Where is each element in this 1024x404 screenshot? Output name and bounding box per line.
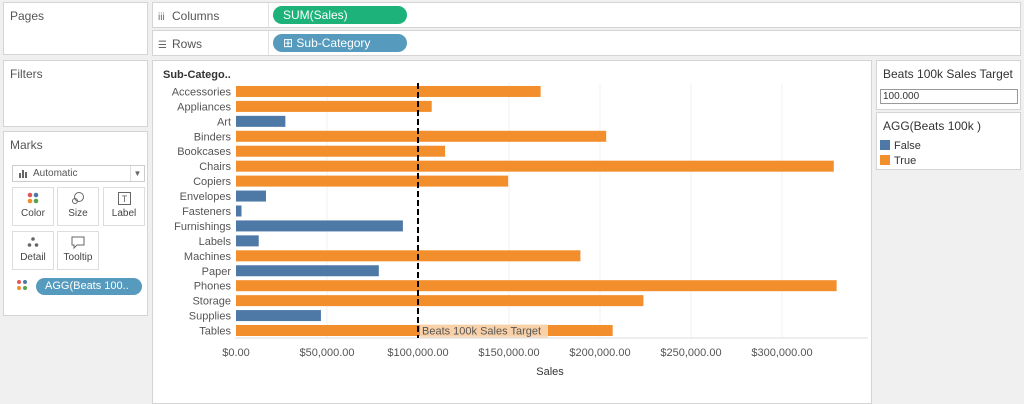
detail-button-label: Detail: [20, 252, 46, 263]
columns-label: Columns: [172, 9, 220, 23]
bar: [236, 190, 266, 202]
bar: [236, 280, 837, 292]
category-label: Tables: [199, 326, 231, 338]
bar-chart-icon: [19, 169, 29, 181]
legend-swatch-false: [880, 140, 890, 150]
pages-title: Pages: [10, 9, 45, 23]
parameter-value-input[interactable]: [880, 89, 1018, 104]
expand-plus-icon: ⊞: [283, 36, 297, 50]
color-dots-icon: [17, 280, 29, 292]
reference-line-label: Beats 100k Sales Target: [422, 326, 541, 338]
legend-swatch-true: [880, 155, 890, 165]
bar: [236, 130, 607, 142]
bar: [236, 265, 379, 277]
mark-type-value: Automatic: [33, 168, 78, 179]
detail-icon: [13, 232, 53, 252]
x-tick-label: $200,000.00: [569, 347, 630, 359]
bar: [236, 160, 834, 172]
legend-item-false[interactable]: False: [880, 140, 921, 152]
row-header-label: Sub-Catego..: [163, 69, 231, 81]
detail-button[interactable]: Detail: [12, 231, 54, 270]
x-tick-label: $150,000.00: [478, 347, 539, 359]
color-button[interactable]: Color: [12, 187, 54, 226]
color-dots-icon: [13, 188, 53, 208]
filters-card[interactable]: Filters: [3, 60, 148, 127]
category-label: Bookcases: [177, 146, 231, 158]
category-label: Chairs: [199, 161, 231, 173]
label-button[interactable]: T Label: [103, 187, 145, 226]
bar: [236, 310, 321, 322]
filters-title: Filters: [10, 67, 43, 81]
category-label: Paper: [202, 266, 232, 278]
label-T-icon: T: [104, 188, 144, 208]
category-label: Copiers: [193, 176, 231, 188]
sum-sales-pill[interactable]: SUM(Sales): [273, 6, 407, 24]
bar: [236, 100, 432, 112]
bar: [236, 145, 446, 157]
x-tick-label: $100,000.00: [387, 347, 448, 359]
parameter-card: Beats 100k Sales Target: [876, 60, 1021, 110]
pages-card: Pages: [3, 2, 148, 55]
legend-title: AGG(Beats 100k ): [883, 119, 982, 133]
bar: [236, 295, 644, 307]
shelf-divider: [268, 3, 269, 27]
columns-icon: iii: [158, 12, 165, 23]
rows-shelf-label: ☰ Rows: [158, 37, 202, 51]
category-label: Art: [217, 116, 231, 128]
color-field-pill[interactable]: AGG(Beats 100..: [36, 278, 142, 295]
size-button-label: Size: [68, 208, 88, 219]
reference-line-label-bg: [420, 324, 548, 338]
x-tick-label: $0.00: [222, 347, 250, 359]
bar: [236, 205, 242, 217]
category-label: Envelopes: [180, 191, 232, 203]
tooltip-icon: [58, 232, 98, 252]
bar: [236, 220, 403, 232]
category-label: Appliances: [177, 101, 231, 113]
chevron-down-icon[interactable]: ▼: [130, 166, 144, 181]
bar: [236, 115, 286, 127]
color-button-label: Color: [21, 208, 45, 219]
size-button[interactable]: Size: [57, 187, 99, 226]
category-label: Machines: [184, 251, 232, 263]
category-label: Fasteners: [182, 206, 231, 218]
bar: [236, 235, 259, 247]
category-label: Binders: [194, 131, 232, 143]
columns-shelf[interactable]: iii Columns SUM(Sales): [152, 2, 1021, 28]
legend-item-true[interactable]: True: [880, 155, 916, 167]
rows-icon: ☰: [158, 40, 167, 51]
marks-card: Marks Automatic ▼ Color Size T Label Det…: [3, 131, 148, 316]
color-legend: AGG(Beats 100k ) False True: [876, 112, 1021, 170]
x-tick-label: $300,000.00: [751, 347, 812, 359]
tooltip-button[interactable]: Tooltip: [57, 231, 99, 270]
shelf-divider: [268, 31, 269, 55]
bar: [236, 250, 581, 262]
legend-label-false: False: [894, 140, 921, 152]
chart-view[interactable]: Sub-Catego.. Accessories Appliances Art Bind…: [152, 60, 872, 404]
x-tick-label: $50,000.00: [299, 347, 354, 359]
rows-shelf[interactable]: ☰ Rows ⊞ Sub-Category: [152, 30, 1021, 56]
sub-category-pill-label: Sub-Category: [296, 36, 371, 50]
category-label: Phones: [194, 281, 232, 293]
tooltip-button-label: Tooltip: [63, 252, 93, 263]
size-icon: [58, 188, 98, 208]
x-tick-label: $250,000.00: [660, 347, 721, 359]
bar: [236, 175, 509, 187]
label-button-label: Label: [111, 208, 137, 219]
rows-label: Rows: [172, 37, 203, 51]
bar-chart[interactable]: Sub-Catego.. Accessories Appliances Art Bind…: [153, 61, 871, 403]
category-label: Labels: [199, 236, 232, 248]
sub-category-pill[interactable]: ⊞ Sub-Category: [273, 34, 407, 52]
legend-label-true: True: [894, 155, 917, 167]
bar: [236, 85, 541, 97]
category-label: Storage: [192, 296, 231, 308]
category-label: Accessories: [172, 86, 232, 98]
category-label: Furnishings: [174, 221, 231, 233]
columns-shelf-label: iii Columns: [158, 9, 219, 23]
marks-title: Marks: [10, 138, 43, 152]
svg-text:T: T: [121, 194, 127, 204]
category-label: Supplies: [189, 311, 232, 323]
mark-type-select[interactable]: Automatic ▼: [12, 165, 145, 182]
parameter-title: Beats 100k Sales Target: [883, 67, 1013, 81]
x-axis-title: Sales: [536, 366, 564, 378]
